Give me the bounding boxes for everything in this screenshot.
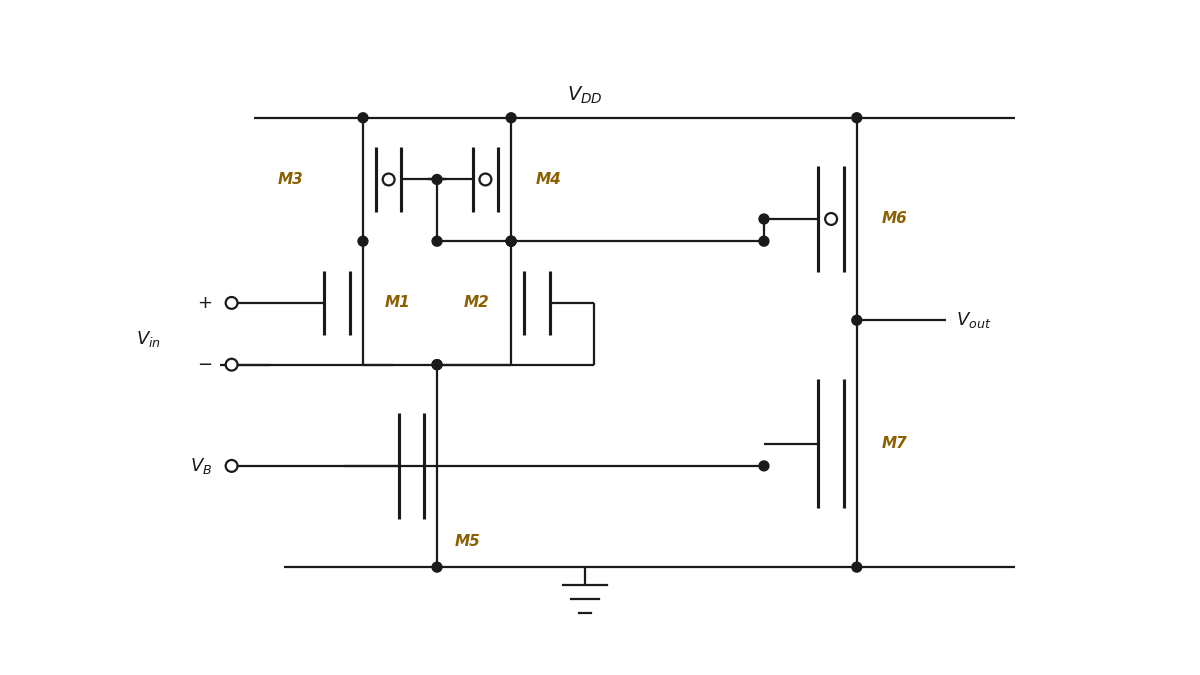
Circle shape — [432, 360, 442, 370]
Circle shape — [226, 460, 238, 472]
Circle shape — [506, 113, 516, 123]
Circle shape — [432, 562, 442, 572]
Circle shape — [506, 236, 516, 246]
Text: M7: M7 — [882, 436, 907, 451]
Text: M5: M5 — [455, 535, 480, 549]
Text: M2: M2 — [463, 296, 490, 310]
Circle shape — [506, 236, 516, 246]
Text: $V_{\mathregular{B}}$: $V_{\mathregular{B}}$ — [190, 456, 212, 476]
Text: M4: M4 — [536, 172, 562, 187]
Text: M6: M6 — [882, 211, 907, 227]
Text: $V_{\mathregular{DD}}$: $V_{\mathregular{DD}}$ — [568, 84, 604, 106]
Circle shape — [760, 236, 769, 246]
Circle shape — [358, 236, 368, 246]
Circle shape — [432, 360, 442, 370]
Text: +: + — [197, 294, 212, 312]
Circle shape — [852, 315, 862, 325]
Text: −: − — [197, 356, 212, 374]
Circle shape — [383, 173, 395, 186]
Circle shape — [358, 113, 368, 123]
Circle shape — [852, 562, 862, 572]
Circle shape — [480, 173, 491, 186]
Circle shape — [826, 213, 838, 225]
Text: $V_{\mathregular{out}}$: $V_{\mathregular{out}}$ — [955, 310, 991, 330]
Circle shape — [432, 175, 442, 184]
Circle shape — [760, 214, 769, 224]
Circle shape — [506, 236, 516, 246]
Text: M3: M3 — [278, 172, 304, 187]
Circle shape — [226, 297, 238, 309]
Circle shape — [760, 461, 769, 471]
Circle shape — [226, 358, 238, 371]
Circle shape — [852, 113, 862, 123]
Circle shape — [432, 236, 442, 246]
Text: $V_{\mathregular{in}}$: $V_{\mathregular{in}}$ — [136, 329, 161, 349]
Text: M1: M1 — [385, 296, 410, 310]
